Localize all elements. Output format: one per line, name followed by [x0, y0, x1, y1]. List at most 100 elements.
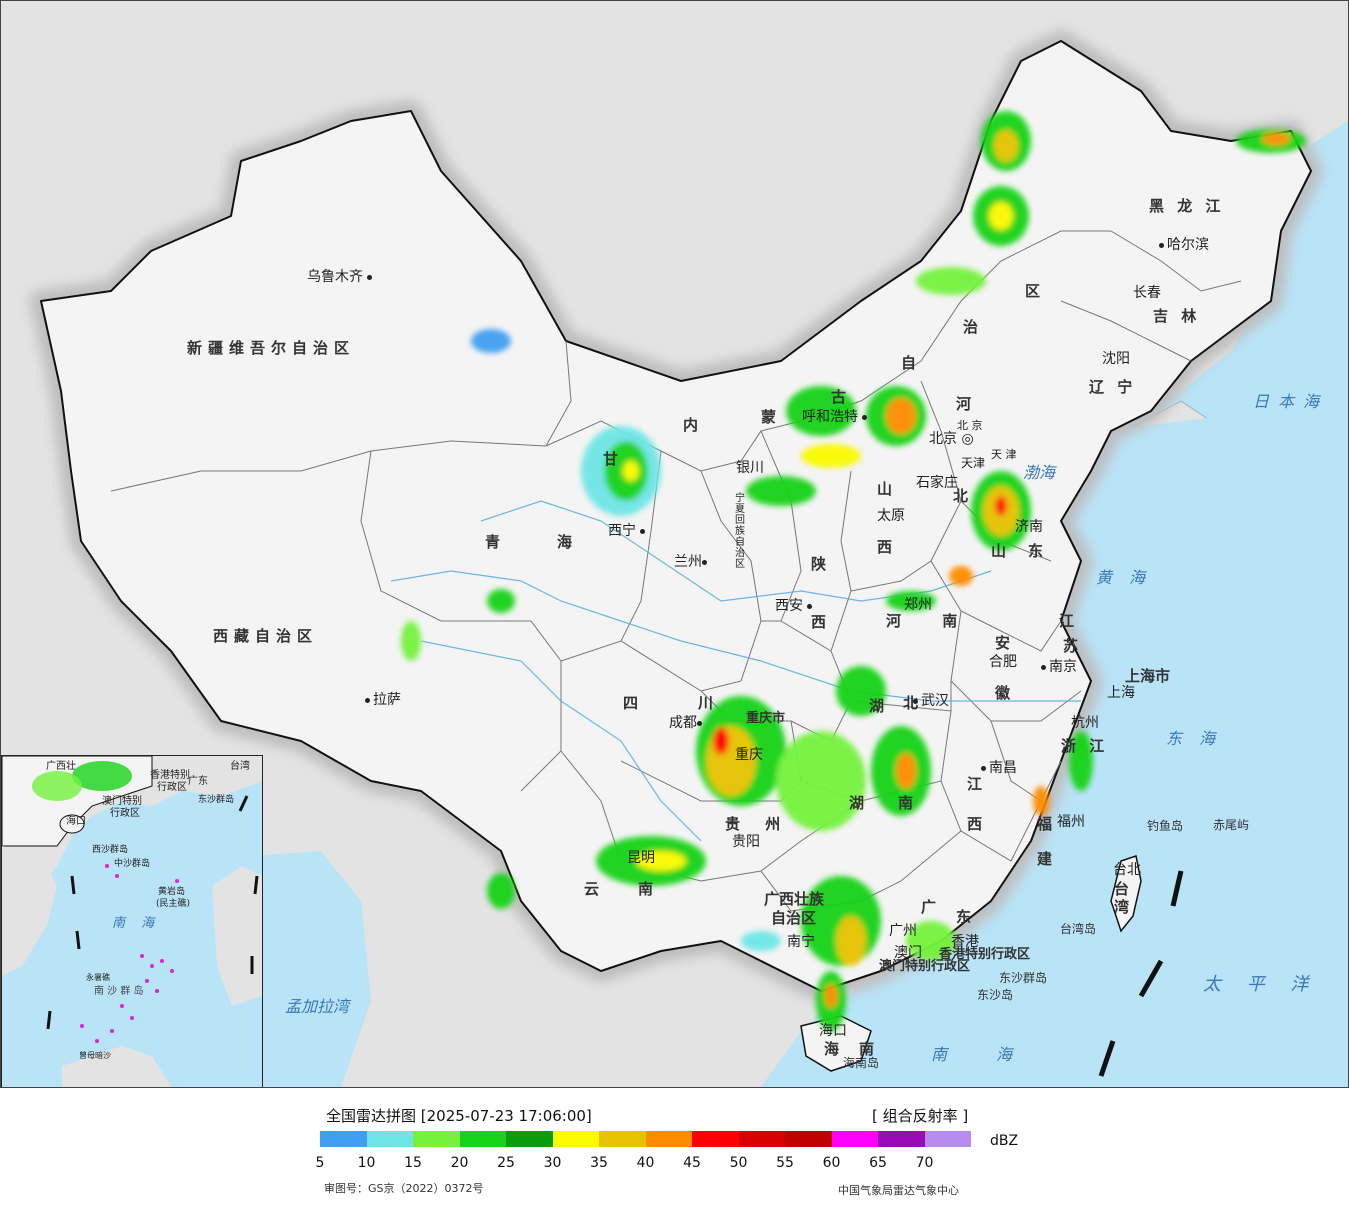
city-dot — [367, 274, 373, 280]
label-guangdong-1: 广 — [921, 898, 937, 916]
inset-label-dongsha: 东沙群岛 — [198, 795, 235, 805]
label-hainan-1: 海 — [824, 1040, 840, 1058]
city-shanghai: 上海 — [1107, 685, 1135, 701]
city-xining: 西宁 — [608, 523, 648, 539]
inset-label-nanhai: 南 海 — [112, 916, 161, 931]
city-dot — [697, 720, 702, 726]
city-beijing: 北京 ◎ — [929, 431, 974, 447]
city-urumqi: 乌鲁木齐 — [307, 269, 375, 285]
label-shanghai-province: 上海市 — [1125, 667, 1171, 685]
city-chengdu: 成都 — [669, 715, 705, 731]
colorbar-segment — [413, 1131, 460, 1147]
label-qinghai-2: 海 — [557, 533, 573, 551]
maritime-lines — [1098, 870, 1184, 1077]
colorbar — [320, 1131, 971, 1147]
label-guangxi-2: 自治区 — [771, 909, 817, 927]
label-donghai: 东 海 — [1166, 729, 1222, 748]
label-hongkong-sar: 香港特别行政区 — [939, 947, 1031, 962]
label-tianjin-city: 天津 — [961, 456, 986, 470]
label-jiangxi-2: 西 — [967, 815, 983, 833]
city-dot — [862, 414, 868, 420]
label-anhui-1: 安 — [995, 634, 1011, 652]
label-neimenggu-6: 区 — [1025, 282, 1041, 300]
label-neimenggu-3: 古 — [831, 388, 847, 406]
label-dongsha-dao: 东沙岛 — [977, 988, 1014, 1002]
inset-label-hongkong: 香港特别 — [150, 770, 190, 781]
city-dot — [1159, 242, 1164, 248]
label-diaoyu: 钓鱼岛 — [1147, 819, 1184, 833]
label-xizang: 西藏自治区 — [213, 627, 319, 645]
city-dot — [1041, 664, 1046, 670]
colorbar-tick-label: 40 — [636, 1155, 655, 1171]
label-neimenggu-2: 蒙 — [761, 408, 777, 426]
legend-title: 全国雷达拼图 [2025-07-23 17:06:00] — [326, 1107, 592, 1125]
label-hebei-2: 北 — [953, 487, 969, 505]
colorbar-segment — [878, 1131, 925, 1147]
label-jiangxi-1: 江 — [967, 775, 983, 793]
label-sichuan-2: 川 — [698, 694, 714, 712]
city-haikou: 海口 — [819, 1023, 847, 1039]
label-ningxia: 宁夏回族自治区 — [735, 493, 745, 570]
city-dot — [913, 698, 918, 704]
colorbar-tick-label: 45 — [683, 1155, 701, 1171]
label-heilongjiang: 黑 龙 江 — [1149, 197, 1225, 215]
label-dongsha-qundao: 东沙群岛 — [999, 971, 1048, 985]
city-zhengzhou: 郑州 — [904, 597, 932, 613]
city-dot — [807, 603, 813, 609]
label-shaanxi-1: 陕 — [811, 555, 827, 573]
label-jiangsu-1: 江 — [1059, 612, 1075, 630]
colorbar-segment — [366, 1131, 413, 1147]
label-henan: 河 南 — [886, 612, 976, 630]
main-map-svg — [1, 1, 1348, 1087]
inset-label-huangyan-2: (民主礁) — [156, 899, 191, 909]
inset-label-haikou: 海口 — [66, 816, 86, 827]
label-riben-hai: 日 本 海 — [1253, 392, 1322, 411]
label-jilin: 吉 林 — [1153, 307, 1201, 325]
inset-map-svg — [2, 756, 262, 1087]
colorbar-tick-label: 65 — [869, 1155, 887, 1171]
colorbar-segment — [552, 1131, 599, 1147]
east-sea — [761, 401, 1348, 1087]
city-hangzhou: 杭州 — [1071, 715, 1099, 731]
radar-echoes — [401, 111, 1306, 1031]
city-macao: 澳门 — [894, 945, 922, 961]
colorbar-tick-label: 10 — [357, 1155, 376, 1171]
inset-philippines-land — [212, 866, 262, 1006]
label-neimenggu-1: 内 — [683, 416, 699, 434]
inset-label-zengmu: 曾母暗沙 — [79, 1051, 111, 1060]
colorbar-segment — [506, 1131, 553, 1147]
label-chongqing-province: 重庆市 — [746, 711, 786, 726]
city-dot — [981, 765, 986, 771]
label-xinjiang: 新疆维吾尔自治区 — [187, 339, 356, 357]
city-guiyang: 贵阳 — [732, 834, 760, 850]
legend-source: 中国气象局雷达气象中心 — [838, 1184, 959, 1197]
city-nanchang: 南昌 — [981, 760, 1017, 776]
label-guangxi-1: 广西壮族 — [764, 890, 825, 908]
label-hainan-2: 南 — [859, 1040, 875, 1058]
inset-label-xisha: 西沙群岛 — [92, 845, 129, 855]
city-chongqing: 重庆 — [735, 747, 763, 763]
colorbar-tick-label: 15 — [404, 1155, 422, 1171]
label-hainan-island: 海南岛 — [843, 1056, 880, 1070]
inset-maritime-lines — [46, 795, 259, 1030]
label-shanxi-1: 山 — [877, 480, 893, 498]
label-taipingyang: 太 平 洋 — [1203, 974, 1319, 995]
label-shaanxi-2: 西 — [811, 613, 827, 631]
label-sichuan-1: 四 — [623, 694, 639, 712]
label-gansu: 甘 — [603, 450, 619, 468]
label-hebei-1: 河 — [956, 395, 972, 413]
city-dot — [640, 528, 646, 534]
label-shanxi-2: 西 — [877, 538, 893, 556]
label-neimenggu-4: 自 — [901, 354, 917, 372]
inset-label-yongshu: 永暑礁 — [86, 973, 110, 982]
inset-label-guangdong: 广东 — [188, 776, 208, 787]
colorbar-segment — [785, 1131, 832, 1147]
label-anhui-2: 徽 — [995, 684, 1011, 702]
taiwan-land — [1110, 855, 1142, 933]
city-yinchuan: 银川 — [736, 460, 764, 476]
inset-label-zhongsha: 中沙群岛 — [114, 859, 151, 869]
label-taiwan-province: 台湾 — [1114, 880, 1130, 916]
city-lanzhou: 兰州 — [674, 554, 710, 570]
colorbar-tick-label: 55 — [776, 1155, 794, 1171]
label-nanhai: 南 海 — [931, 1045, 1035, 1064]
